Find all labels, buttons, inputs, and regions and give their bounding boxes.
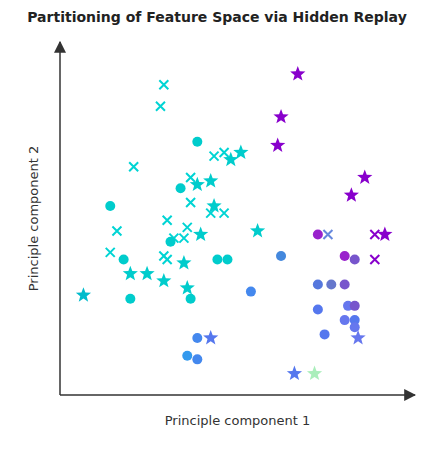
circle-point — [176, 183, 186, 193]
circle-point — [313, 230, 323, 240]
circle-point — [182, 351, 192, 361]
y-axis — [59, 42, 61, 395]
star-point — [203, 173, 218, 187]
x-point — [323, 230, 332, 239]
x-point — [183, 223, 192, 232]
star-point — [250, 223, 265, 237]
star-point — [350, 330, 365, 344]
star-point — [139, 266, 154, 280]
x-point — [186, 173, 195, 182]
circle-point — [313, 279, 323, 289]
star-point — [176, 255, 191, 269]
circle-point — [313, 304, 323, 314]
circle-point — [119, 255, 129, 265]
x-axis — [60, 394, 415, 396]
star-point — [190, 177, 205, 191]
circle-point — [186, 294, 196, 304]
circle-point — [340, 251, 350, 261]
x-point — [156, 102, 165, 111]
x-point — [370, 230, 379, 239]
circle-point — [340, 315, 350, 325]
star-point — [76, 287, 91, 301]
x-point — [370, 255, 379, 264]
star-point — [180, 280, 195, 294]
star-point — [287, 366, 302, 380]
star-point — [203, 330, 218, 344]
star-point — [307, 366, 322, 380]
circle-point — [192, 333, 202, 343]
circle-point — [125, 294, 135, 304]
circle-point — [192, 354, 202, 364]
star-point — [344, 187, 359, 201]
star-point — [193, 227, 208, 241]
x-point — [129, 162, 138, 171]
points — [76, 66, 393, 380]
circle-point — [340, 279, 350, 289]
x-point — [179, 234, 188, 243]
star-point — [156, 273, 171, 287]
star-point — [273, 109, 288, 123]
star-point — [270, 137, 285, 151]
circle-point — [105, 201, 115, 211]
x-point — [163, 255, 172, 264]
x-point — [106, 248, 115, 257]
circle-point — [246, 287, 256, 297]
y-label: Principle component 2 — [26, 146, 41, 292]
circle-point — [320, 329, 330, 339]
star-point — [206, 198, 221, 212]
x-point — [112, 226, 121, 235]
x-point — [220, 148, 229, 157]
circle-point — [222, 255, 232, 265]
title: Partitioning of Feature Space via Hidden… — [27, 9, 407, 25]
x-point — [186, 198, 195, 207]
circle-point — [350, 322, 360, 332]
star-point — [223, 152, 238, 166]
circle-point — [326, 279, 336, 289]
circle-point — [192, 137, 202, 147]
x-label: Principle component 1 — [165, 413, 311, 428]
star-point — [377, 227, 392, 241]
x-point — [163, 216, 172, 225]
circle-point — [276, 251, 286, 261]
circle-point — [212, 255, 222, 265]
x-point — [159, 80, 168, 89]
circle-point — [350, 255, 360, 265]
circle-point — [166, 237, 176, 247]
x-point — [220, 209, 229, 218]
star-point — [290, 66, 305, 80]
star-point — [233, 145, 248, 159]
star-point — [123, 266, 138, 280]
star-point — [357, 169, 372, 183]
circle-point — [350, 301, 360, 311]
x-point — [210, 152, 219, 161]
